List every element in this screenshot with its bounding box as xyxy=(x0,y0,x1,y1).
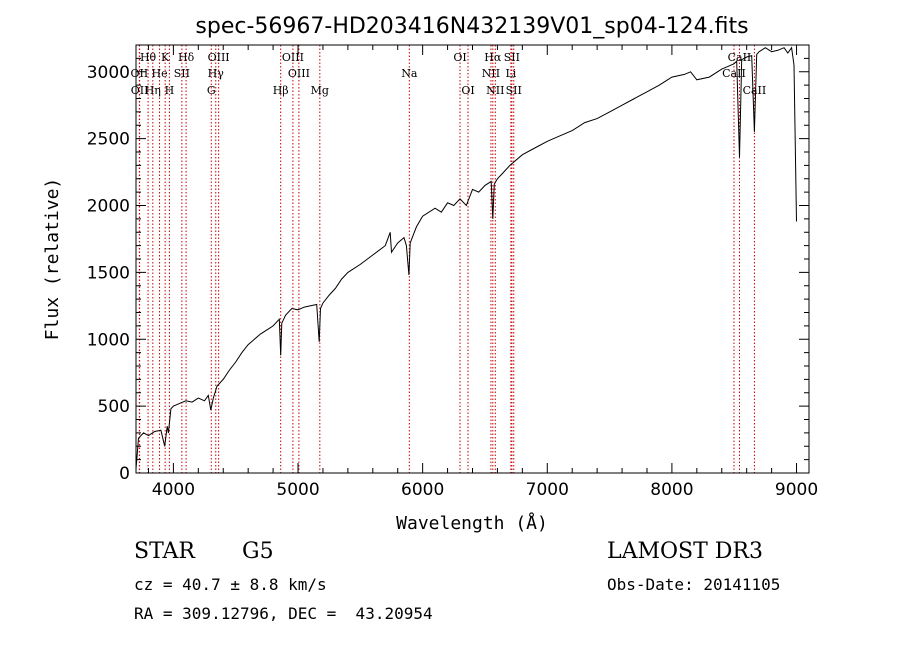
y-axis-label: Flux (relative) xyxy=(42,178,63,341)
x-tick-label: 6000 xyxy=(401,480,444,500)
spectral-line-label: OI xyxy=(453,51,466,64)
y-tick-label: 2000 xyxy=(87,197,130,217)
spectral-line-label: CaII xyxy=(743,84,767,97)
y-tick-label: 1000 xyxy=(87,330,130,350)
survey-name: LAMOST DR3 xyxy=(607,539,763,564)
spectral-line-label: Na xyxy=(401,67,418,80)
spectral-line-label: Mg xyxy=(311,84,329,97)
y-tick-label: 1500 xyxy=(87,263,130,283)
spectral-line-label: SII xyxy=(174,67,190,80)
spectral-line-label: OIII xyxy=(282,51,304,64)
spectral-lines-layer xyxy=(138,45,755,473)
y-tick-label: 3000 xyxy=(87,63,130,83)
x-tick-label: 7000 xyxy=(526,480,569,500)
x-tick-label: 9000 xyxy=(775,480,818,500)
spectral-line-label: SII xyxy=(506,84,522,97)
y-tick-label: 2500 xyxy=(87,130,130,150)
spectrum-series-line xyxy=(135,46,797,470)
spectral-line-label: Li xyxy=(505,67,516,80)
redshift-cz: cz = 40.7 ± 8.8 km/s xyxy=(134,575,327,594)
spectral-line-label: K xyxy=(161,51,170,64)
spectral-line-label: Hδ xyxy=(178,51,195,64)
x-axis-label: Wavelength (Å) xyxy=(396,512,548,534)
spectral-line-label: OII xyxy=(131,67,149,80)
spectral-line-label: CaII xyxy=(722,67,746,80)
y-tick-label: 0 xyxy=(119,464,130,484)
spectral-line-label: Hβ xyxy=(273,84,289,97)
object-class: STAR xyxy=(134,539,195,564)
spectral-line-label: Hα xyxy=(484,51,502,64)
x-tick-label: 8000 xyxy=(650,480,693,500)
spectral-line-label: NII xyxy=(486,84,504,97)
spectral-line-label: Hγ xyxy=(208,67,225,80)
spectral-line-label: H xyxy=(165,84,175,97)
spectral-line-label: He xyxy=(152,67,168,80)
x-tick-label: 4000 xyxy=(152,480,195,500)
axis-ticks: 4000 5000 6000 7000 8000 9000 0 500 1000 1500 2000… xyxy=(87,44,818,500)
spectral-line-label: OIII xyxy=(208,51,230,64)
object-subclass: G5 xyxy=(242,539,274,564)
chart-title: spec-56967-HD203416N432139V01_sp04-124.f… xyxy=(195,14,748,39)
x-tick-label: 5000 xyxy=(276,480,319,500)
coordinates: RA = 309.12796, DEC = 43.20954 xyxy=(134,604,433,623)
spectral-line-label: OI xyxy=(461,84,474,97)
plot-frame xyxy=(135,44,810,474)
spectral-line-label: NII xyxy=(482,67,500,80)
spectral-line-label: OIII xyxy=(288,67,310,80)
spectral-line-label: Hη xyxy=(145,84,161,97)
spectral-line-label: CaII xyxy=(728,51,752,64)
spectral-line-label: OII xyxy=(131,84,149,97)
spectral-line-label: G xyxy=(207,84,216,97)
spectral-line-label: SII xyxy=(504,51,520,64)
y-tick-label: 500 xyxy=(98,397,130,417)
observation-date: Obs-Date: 20141105 xyxy=(607,575,781,594)
spectral-line-label: Hθ xyxy=(140,51,157,64)
